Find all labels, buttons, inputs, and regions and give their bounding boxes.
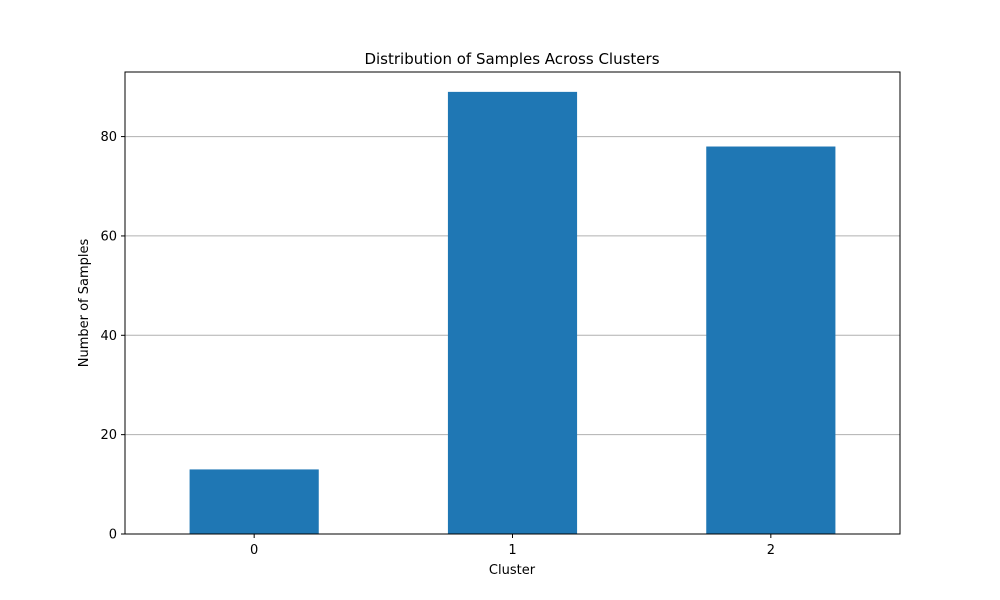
bar-cluster-0: [189, 469, 319, 534]
y-tick-label: 0: [109, 528, 117, 543]
y-axis-label: Number of Samples: [77, 239, 92, 368]
y-tick-label: 80: [100, 130, 117, 145]
bar-cluster-2: [706, 146, 836, 535]
x-axis-label: Cluster: [489, 563, 536, 578]
y-tick-label: 40: [100, 329, 117, 344]
x-tick-label: 0: [250, 543, 258, 558]
y-axis-ticks: 0 20 40 60 80: [100, 130, 125, 543]
x-tick-label: 1: [508, 543, 516, 558]
y-tick-label: 60: [100, 229, 117, 244]
x-tick-label: 2: [767, 543, 775, 558]
bar-cluster-1: [447, 91, 578, 534]
chart-title: Distribution of Samples Across Clusters: [364, 50, 659, 68]
x-axis-ticks: 0 1 2: [250, 534, 775, 558]
y-tick-label: 20: [100, 428, 117, 443]
bars: [189, 91, 836, 535]
